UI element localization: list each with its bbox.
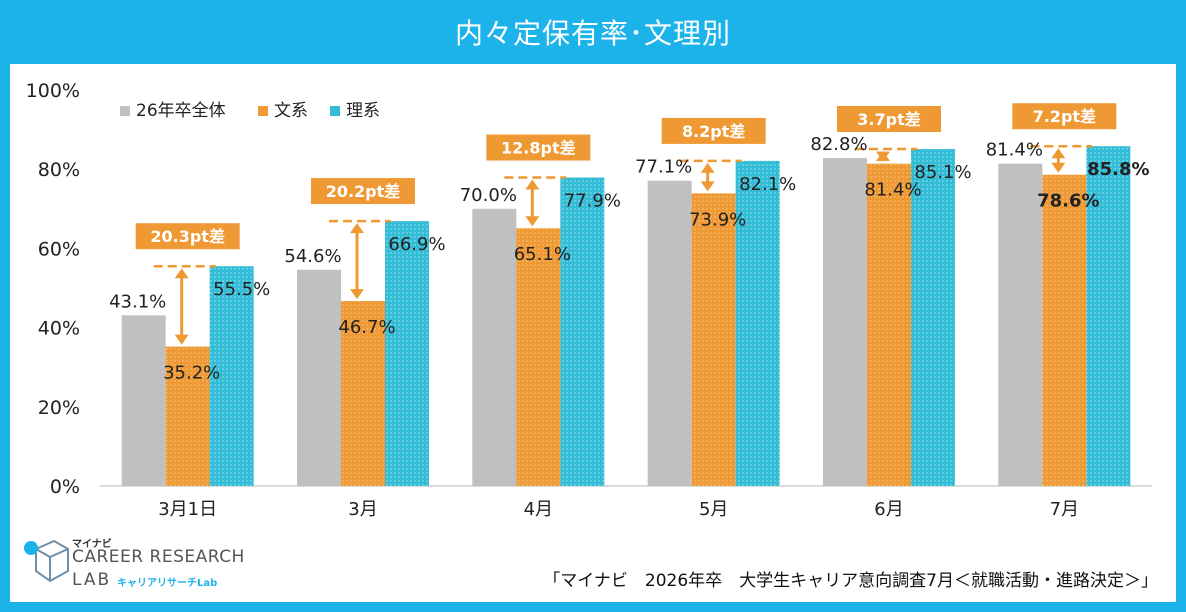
y-tick-label: 60% [38, 238, 80, 260]
legend-label: 文系 [274, 101, 308, 121]
gap-label-box [1012, 103, 1117, 130]
bar-science [560, 177, 605, 486]
bar-overall [472, 208, 517, 487]
bar-humanities [165, 346, 210, 486]
y-tick-label: 20% [38, 397, 80, 419]
legend-label: 26年卒全体 [136, 101, 226, 121]
gap-label-text: 7.2pt差 [1033, 107, 1096, 126]
gap-arrow-head-up [1051, 148, 1066, 159]
data-label-overall: 77.1% [635, 157, 692, 178]
gap-label-box [661, 117, 766, 144]
bar-humanities [867, 163, 911, 486]
bar-humanities [1042, 174, 1087, 486]
brand-subtitle: キャリアリサーチLab [117, 578, 218, 589]
source-note: 「マイナビ 2026年卒 大学生キャリア意向調査7月＜就職活動・進路決定＞」 [543, 571, 1158, 591]
data-label-humanities: 46.7% [338, 317, 395, 338]
data-label-humanities: 65.1% [514, 244, 571, 265]
bar-overall [647, 180, 692, 486]
gap-arrow-head-down [174, 334, 189, 345]
bar-humanities [691, 193, 736, 486]
gap-label-box [486, 134, 591, 161]
gap-label-text: 8.2pt差 [682, 122, 745, 141]
brand-logo: マイナビ CAREER RESEARCH LAB キャリアリサーチLab [22, 535, 252, 595]
gap-label-text: 3.7pt差 [857, 110, 920, 129]
bar-humanities [516, 228, 561, 487]
legend-label: 理系 [346, 101, 380, 121]
legend-swatch [330, 106, 340, 116]
y-tick-label: 0% [50, 476, 80, 498]
legend-swatch [258, 106, 268, 116]
chart-title: 内々定保有率･文理別 [454, 17, 731, 50]
cube-logo-icon [24, 539, 69, 583]
chart-svg: 0% 20% 40% 60% 80% 100% 3月1日 3月 4月 5月 6月 7月 20.3pt差… [26, 80, 1152, 520]
y-tick-label: 40% [38, 318, 80, 340]
bar-overall [297, 269, 341, 486]
x-tick-label: 5月 [699, 499, 728, 520]
bar-overall [998, 163, 1043, 486]
gap-arrow-head-down [876, 151, 890, 162]
gap-label-box [311, 178, 415, 205]
bar-science [911, 149, 955, 486]
gap-label-text: 20.2pt差 [326, 182, 401, 201]
bar-overall [121, 315, 166, 486]
gap-label-text: 20.3pt差 [150, 227, 225, 246]
data-label-science: 85.1% [914, 162, 971, 183]
brand-name-line1: CAREER RESEARCH [72, 547, 245, 567]
data-label-science: 82.1% [739, 174, 796, 195]
data-label-humanities: 35.2% [163, 363, 220, 384]
data-label-humanities: 81.4% [864, 180, 921, 201]
gap-label-box [135, 223, 240, 250]
gap-arrow-head-up [525, 179, 540, 190]
data-label-science: 77.9% [564, 191, 621, 212]
bar-overall [823, 158, 867, 486]
brand-small-text: マイナビ [72, 539, 112, 550]
data-label-science: 85.8% [1087, 159, 1149, 180]
x-tick-label: 4月 [524, 499, 553, 520]
gap-arrow-head-up [174, 268, 189, 279]
bar-science [209, 266, 254, 486]
data-label-overall: 70.0% [460, 185, 517, 206]
brand-name-line2: LAB [72, 570, 112, 590]
legend-swatch [120, 106, 130, 116]
data-label-science: 55.5% [213, 279, 270, 300]
gap-arrow-head-down [700, 181, 715, 192]
gap-arrow-head-down [525, 216, 540, 227]
gap-label-box [837, 106, 941, 133]
data-label-humanities: 73.9% [689, 209, 746, 230]
x-tick-label: 3月 [348, 499, 377, 520]
bar-science [735, 160, 780, 486]
data-label-overall: 43.1% [109, 291, 166, 312]
bar-science [1086, 146, 1131, 486]
data-label-science: 66.9% [388, 234, 445, 255]
bar-humanities [341, 301, 385, 486]
bar-science [385, 221, 429, 487]
x-tick-label: 7月 [1050, 499, 1079, 520]
x-tick-label: 6月 [874, 499, 903, 520]
gap-arrow-head-down [1051, 162, 1066, 173]
x-tick-label: 3月1日 [158, 499, 217, 520]
data-label-overall: 81.4% [986, 140, 1043, 161]
data-label-humanities: 78.6% [1037, 191, 1099, 212]
y-tick-label: 80% [38, 159, 80, 181]
chart-panel: 0% 20% 40% 60% 80% 100% 3月1日 3月 4月 5月 6月 7月 20.3pt差… [10, 64, 1176, 602]
data-label-overall: 82.8% [810, 134, 867, 155]
y-tick-label: 100% [26, 80, 80, 102]
gap-arrow-head-down [350, 289, 364, 300]
gap-arrow-head-up [350, 223, 364, 234]
gap-arrow-head-up [700, 162, 715, 173]
gap-label-text: 12.8pt差 [501, 139, 576, 158]
data-label-overall: 54.6% [284, 246, 341, 267]
